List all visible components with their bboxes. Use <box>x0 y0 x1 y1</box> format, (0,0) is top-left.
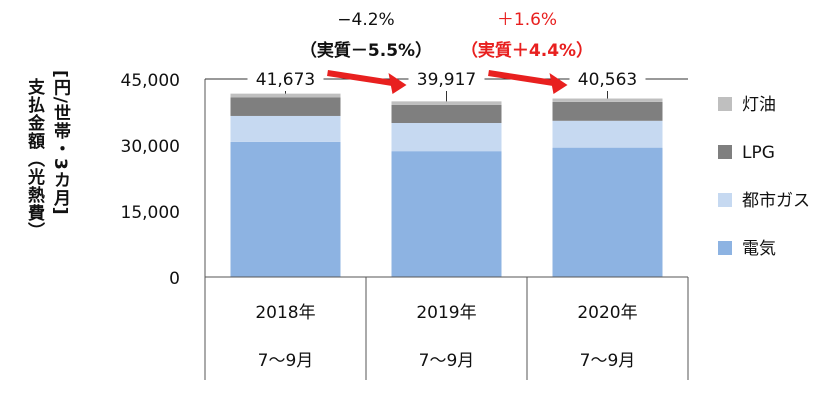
category-year-label: 2020年 <box>577 303 637 323</box>
category-period-label: 7～9月 <box>580 351 636 371</box>
bar-segment-1-cat-2 <box>391 151 502 277</box>
change-real-label: （実質＋4.4%） <box>461 40 593 61</box>
bar-segment-1-cat-1 <box>230 141 341 277</box>
category-period-label: 7～9月 <box>258 351 314 371</box>
category-year-label: 2018年 <box>255 303 315 323</box>
total-value-label: 40,563 <box>578 70 637 90</box>
total-label-bg <box>569 67 646 91</box>
y-tick-label: 30,000 <box>121 137 180 157</box>
change-arrow-shaft <box>488 70 554 86</box>
legend-label: LPG <box>742 143 775 163</box>
bar-segment-3-cat-1 <box>230 97 341 116</box>
legend-label: 電気 <box>742 239 776 259</box>
bar-segment-3-cat-3 <box>552 101 663 121</box>
total-label-bg <box>247 67 324 91</box>
y-axis-label: [円/世帯・3カ月] 支払金額（光熱費） <box>2 60 96 310</box>
bar-segment-2-cat-3 <box>552 120 663 148</box>
y-tick-label: 45,000 <box>121 71 180 91</box>
bar-segment-4-cat-1 <box>230 93 341 98</box>
change-arrow-shaft <box>327 70 393 86</box>
y-axis-label-line-1: [円/世帯・3カ月] <box>50 70 70 216</box>
bar-segment-2-cat-1 <box>230 115 341 142</box>
legend-swatch <box>718 241 732 255</box>
legend-swatch <box>718 97 732 111</box>
y-axis-label-line-2: 支払金額（光熱費） <box>24 78 44 240</box>
y-tick-label: 0 <box>169 269 180 289</box>
legend-swatch <box>718 193 732 207</box>
bar-segment-2-cat-2 <box>391 123 502 152</box>
change-arrow-head <box>549 73 568 94</box>
category-year-label: 2019年 <box>416 303 476 323</box>
bar-segment-4-cat-3 <box>552 98 663 102</box>
total-value-label: 41,673 <box>256 70 315 90</box>
legend-label: 灯油 <box>742 95 776 115</box>
bar-segment-3-cat-2 <box>391 104 502 123</box>
total-label-bg <box>408 67 485 91</box>
change-arrow-head <box>388 73 407 94</box>
y-tick-label: 15,000 <box>121 203 180 223</box>
bar-segment-1-cat-3 <box>552 147 663 277</box>
legend-swatch <box>718 145 732 159</box>
bar-segment-4-cat-2 <box>391 101 502 105</box>
total-value-label: 39,917 <box>417 70 476 90</box>
change-nominal-label: −4.2% <box>337 10 394 30</box>
legend-label: 都市ガス <box>742 191 810 211</box>
change-nominal-label: ＋1.6% <box>497 10 557 30</box>
category-period-label: 7～9月 <box>419 351 475 371</box>
change-real-label: （実質－5.5%） <box>300 40 432 61</box>
